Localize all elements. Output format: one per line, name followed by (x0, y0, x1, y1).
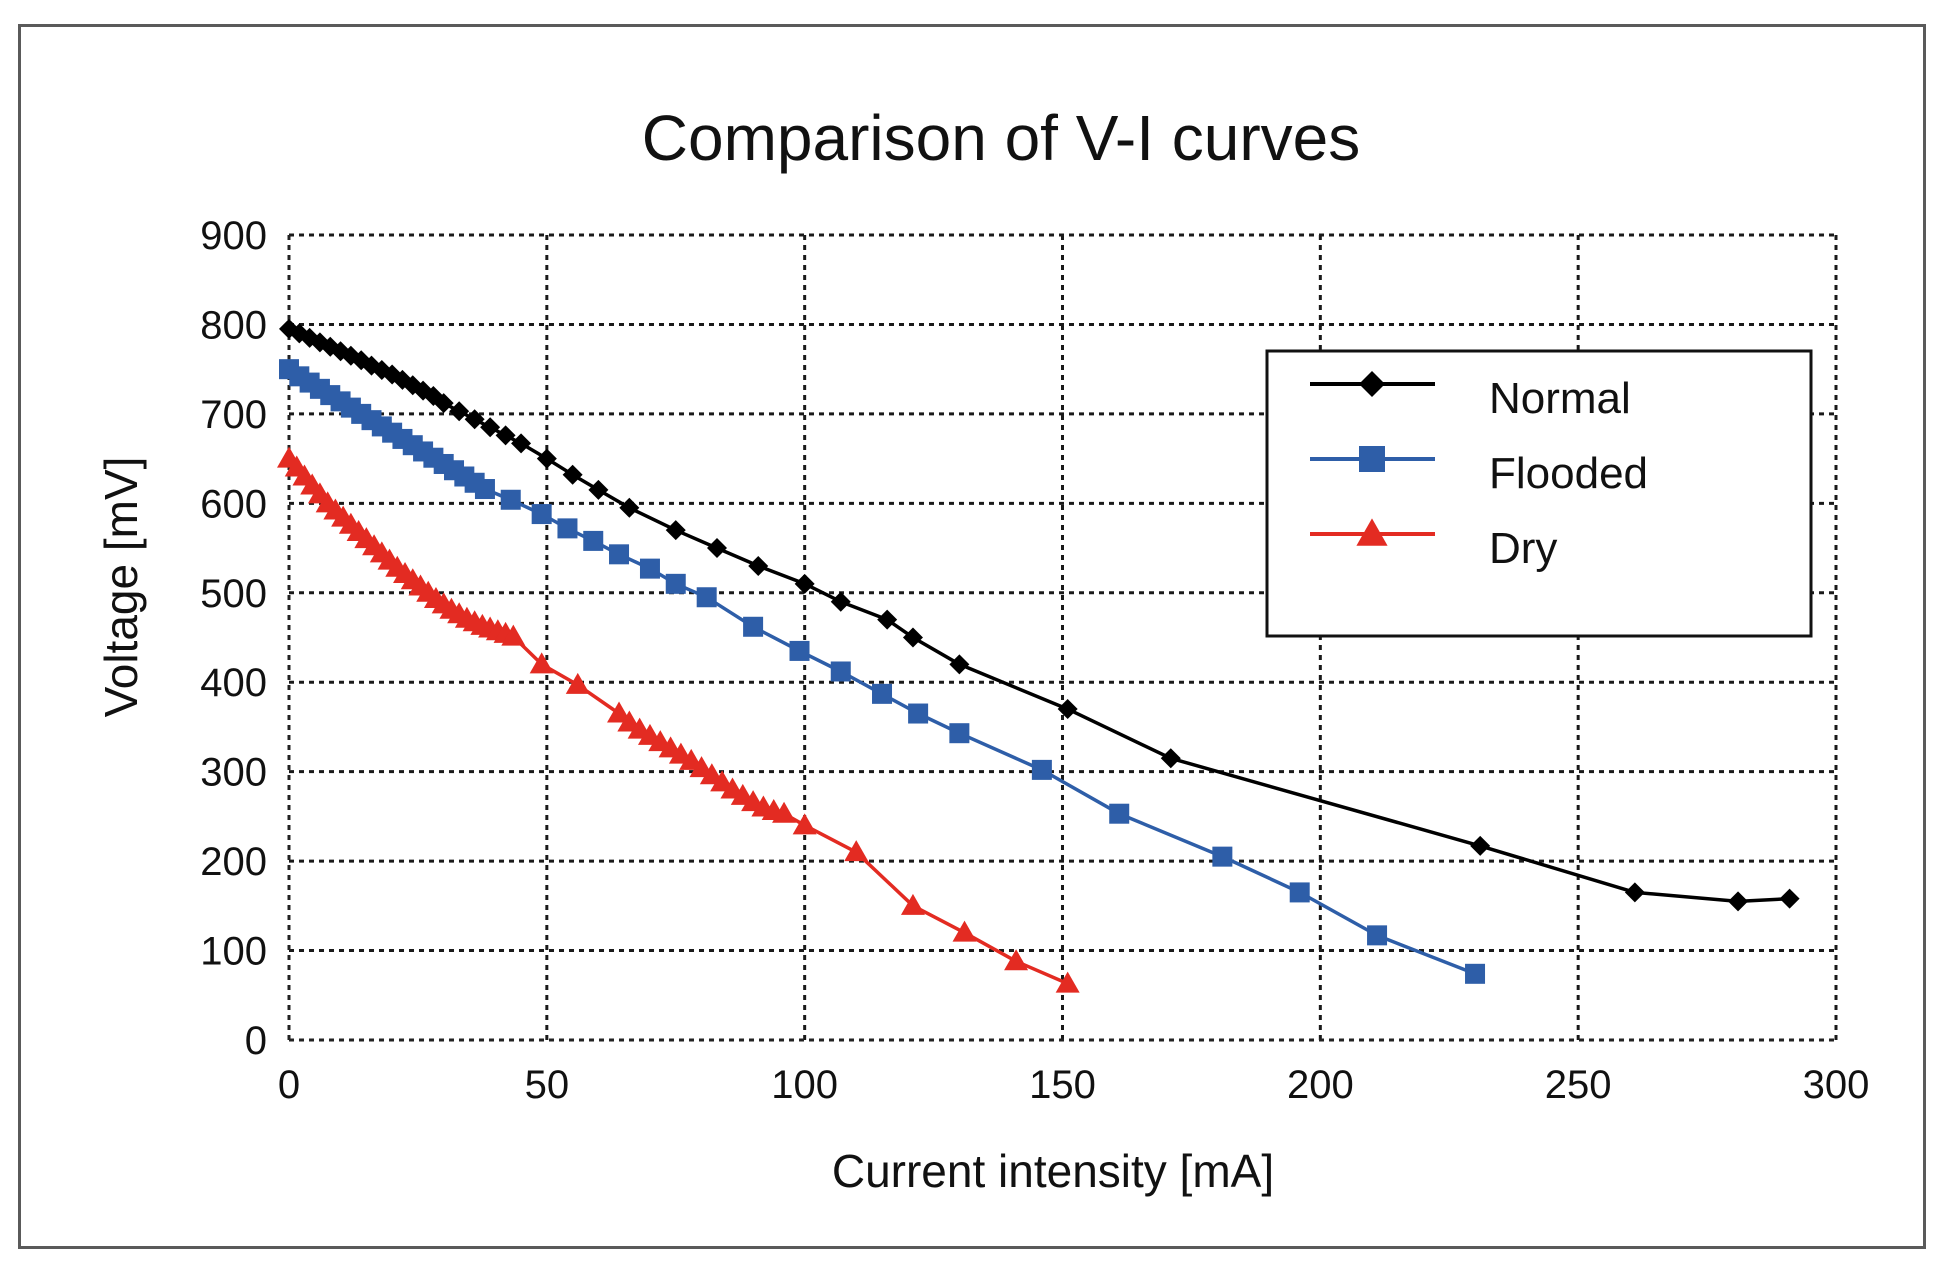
data-point-flooded (1367, 925, 1388, 946)
x-tick-label: 50 (525, 1063, 570, 1107)
data-point-flooded (500, 489, 521, 510)
data-point-normal (536, 448, 557, 469)
legend-label-dry: Dry (1489, 524, 1557, 573)
legend: Normal Flooded Dry (1265, 349, 1813, 638)
series-normal (279, 318, 1800, 912)
y-tick-label: 500 (200, 572, 267, 616)
data-point-normal (665, 520, 686, 541)
legend-label-normal: Normal (1489, 374, 1631, 423)
data-point-flooded (949, 723, 970, 744)
legend-label-flooded: Flooded (1489, 449, 1648, 498)
data-point-normal (495, 425, 516, 446)
legend-box (1265, 349, 1813, 638)
data-point-normal (449, 401, 470, 422)
data-point-dry (844, 840, 869, 862)
x-tick-label: 150 (1029, 1063, 1096, 1107)
data-point-flooded (1031, 759, 1052, 780)
x-tick-label: 300 (1803, 1063, 1870, 1107)
data-point-normal (1624, 882, 1645, 903)
chart-title: Comparison of V-I curves (642, 102, 1361, 174)
data-point-flooded (665, 573, 686, 594)
data-point-normal (1470, 835, 1491, 856)
series-flooded (279, 359, 1486, 984)
chart-frame: Comparison of V-I curves 0 100 200 300 400 50… (18, 24, 1926, 1249)
y-tick-label: 400 (200, 661, 267, 705)
data-point-normal (619, 497, 640, 518)
data-point-normal (794, 573, 815, 594)
data-point-dry (1055, 971, 1080, 993)
data-point-normal (1160, 748, 1181, 769)
legend-marker-dry (1356, 518, 1388, 546)
data-point-flooded (830, 661, 851, 682)
data-point-flooded (639, 558, 660, 579)
data-point-normal (480, 417, 501, 438)
data-point-flooded (1212, 846, 1233, 867)
data-point-dry (900, 893, 925, 915)
data-point-normal (562, 464, 583, 485)
series-dry (277, 446, 1080, 993)
chart: Comparison of V-I curves 0 100 200 300 400 50… (95, 102, 1869, 1197)
x-tick-label: 250 (1545, 1063, 1612, 1107)
data-point-dry (792, 813, 817, 835)
data-point-normal (464, 409, 485, 430)
data-point-flooded (474, 479, 495, 500)
x-tick-label: 100 (771, 1063, 838, 1107)
y-tick-label: 200 (200, 840, 267, 884)
data-point-normal (588, 479, 609, 500)
y-tick-label: 800 (200, 303, 267, 347)
data-point-flooded (908, 703, 929, 724)
y-tick-label: 700 (200, 393, 267, 437)
data-point-normal (902, 627, 923, 648)
data-point-flooded (696, 587, 717, 608)
y-tick-label: 0 (245, 1019, 267, 1063)
data-point-dry (772, 801, 797, 823)
data-point-normal (1057, 699, 1078, 720)
data-point-normal (748, 555, 769, 576)
data-point-dry (565, 672, 590, 694)
data-point-normal (830, 591, 851, 612)
data-point-flooded (1289, 882, 1310, 903)
data-point-normal (433, 393, 454, 414)
legend-marker-normal (1359, 371, 1385, 397)
data-point-flooded (583, 530, 604, 551)
y-tick-label: 100 (200, 930, 267, 974)
x-axis-label: Current intensity [mA] (832, 1145, 1274, 1197)
data-point-flooded (789, 640, 810, 661)
legend-marker-flooded (1359, 446, 1385, 472)
data-point-normal (877, 609, 898, 630)
data-point-dry (501, 624, 526, 646)
x-tick-label: 200 (1287, 1063, 1354, 1107)
data-point-flooded (557, 518, 578, 539)
data-point-normal (707, 538, 728, 559)
tick-labels: 0 100 200 300 400 500 600 700 800 900 0 50 100 150 200… (200, 214, 1869, 1107)
data-point-dry (607, 701, 632, 723)
data-point-normal (511, 433, 532, 454)
y-tick-label: 900 (200, 214, 267, 258)
grid (289, 233, 1838, 1040)
data-point-dry (529, 652, 554, 674)
y-tick-label: 600 (200, 482, 267, 526)
y-axis-label: Voltage [mV] (95, 457, 147, 718)
data-point-flooded (531, 504, 552, 525)
data-point-normal (1779, 888, 1800, 909)
x-tick-label: 0 (278, 1063, 300, 1107)
data-point-flooded (743, 616, 764, 637)
data-point-flooded (1109, 803, 1130, 824)
y-tick-label: 300 (200, 751, 267, 795)
data-point-dry (952, 920, 977, 942)
data-point-flooded (609, 544, 630, 565)
data-point-normal (949, 654, 970, 675)
data-point-flooded (872, 683, 893, 704)
data-point-flooded (1465, 963, 1486, 984)
data-point-normal (1728, 891, 1749, 912)
data-point-dry (1004, 949, 1029, 971)
series (277, 318, 1800, 993)
